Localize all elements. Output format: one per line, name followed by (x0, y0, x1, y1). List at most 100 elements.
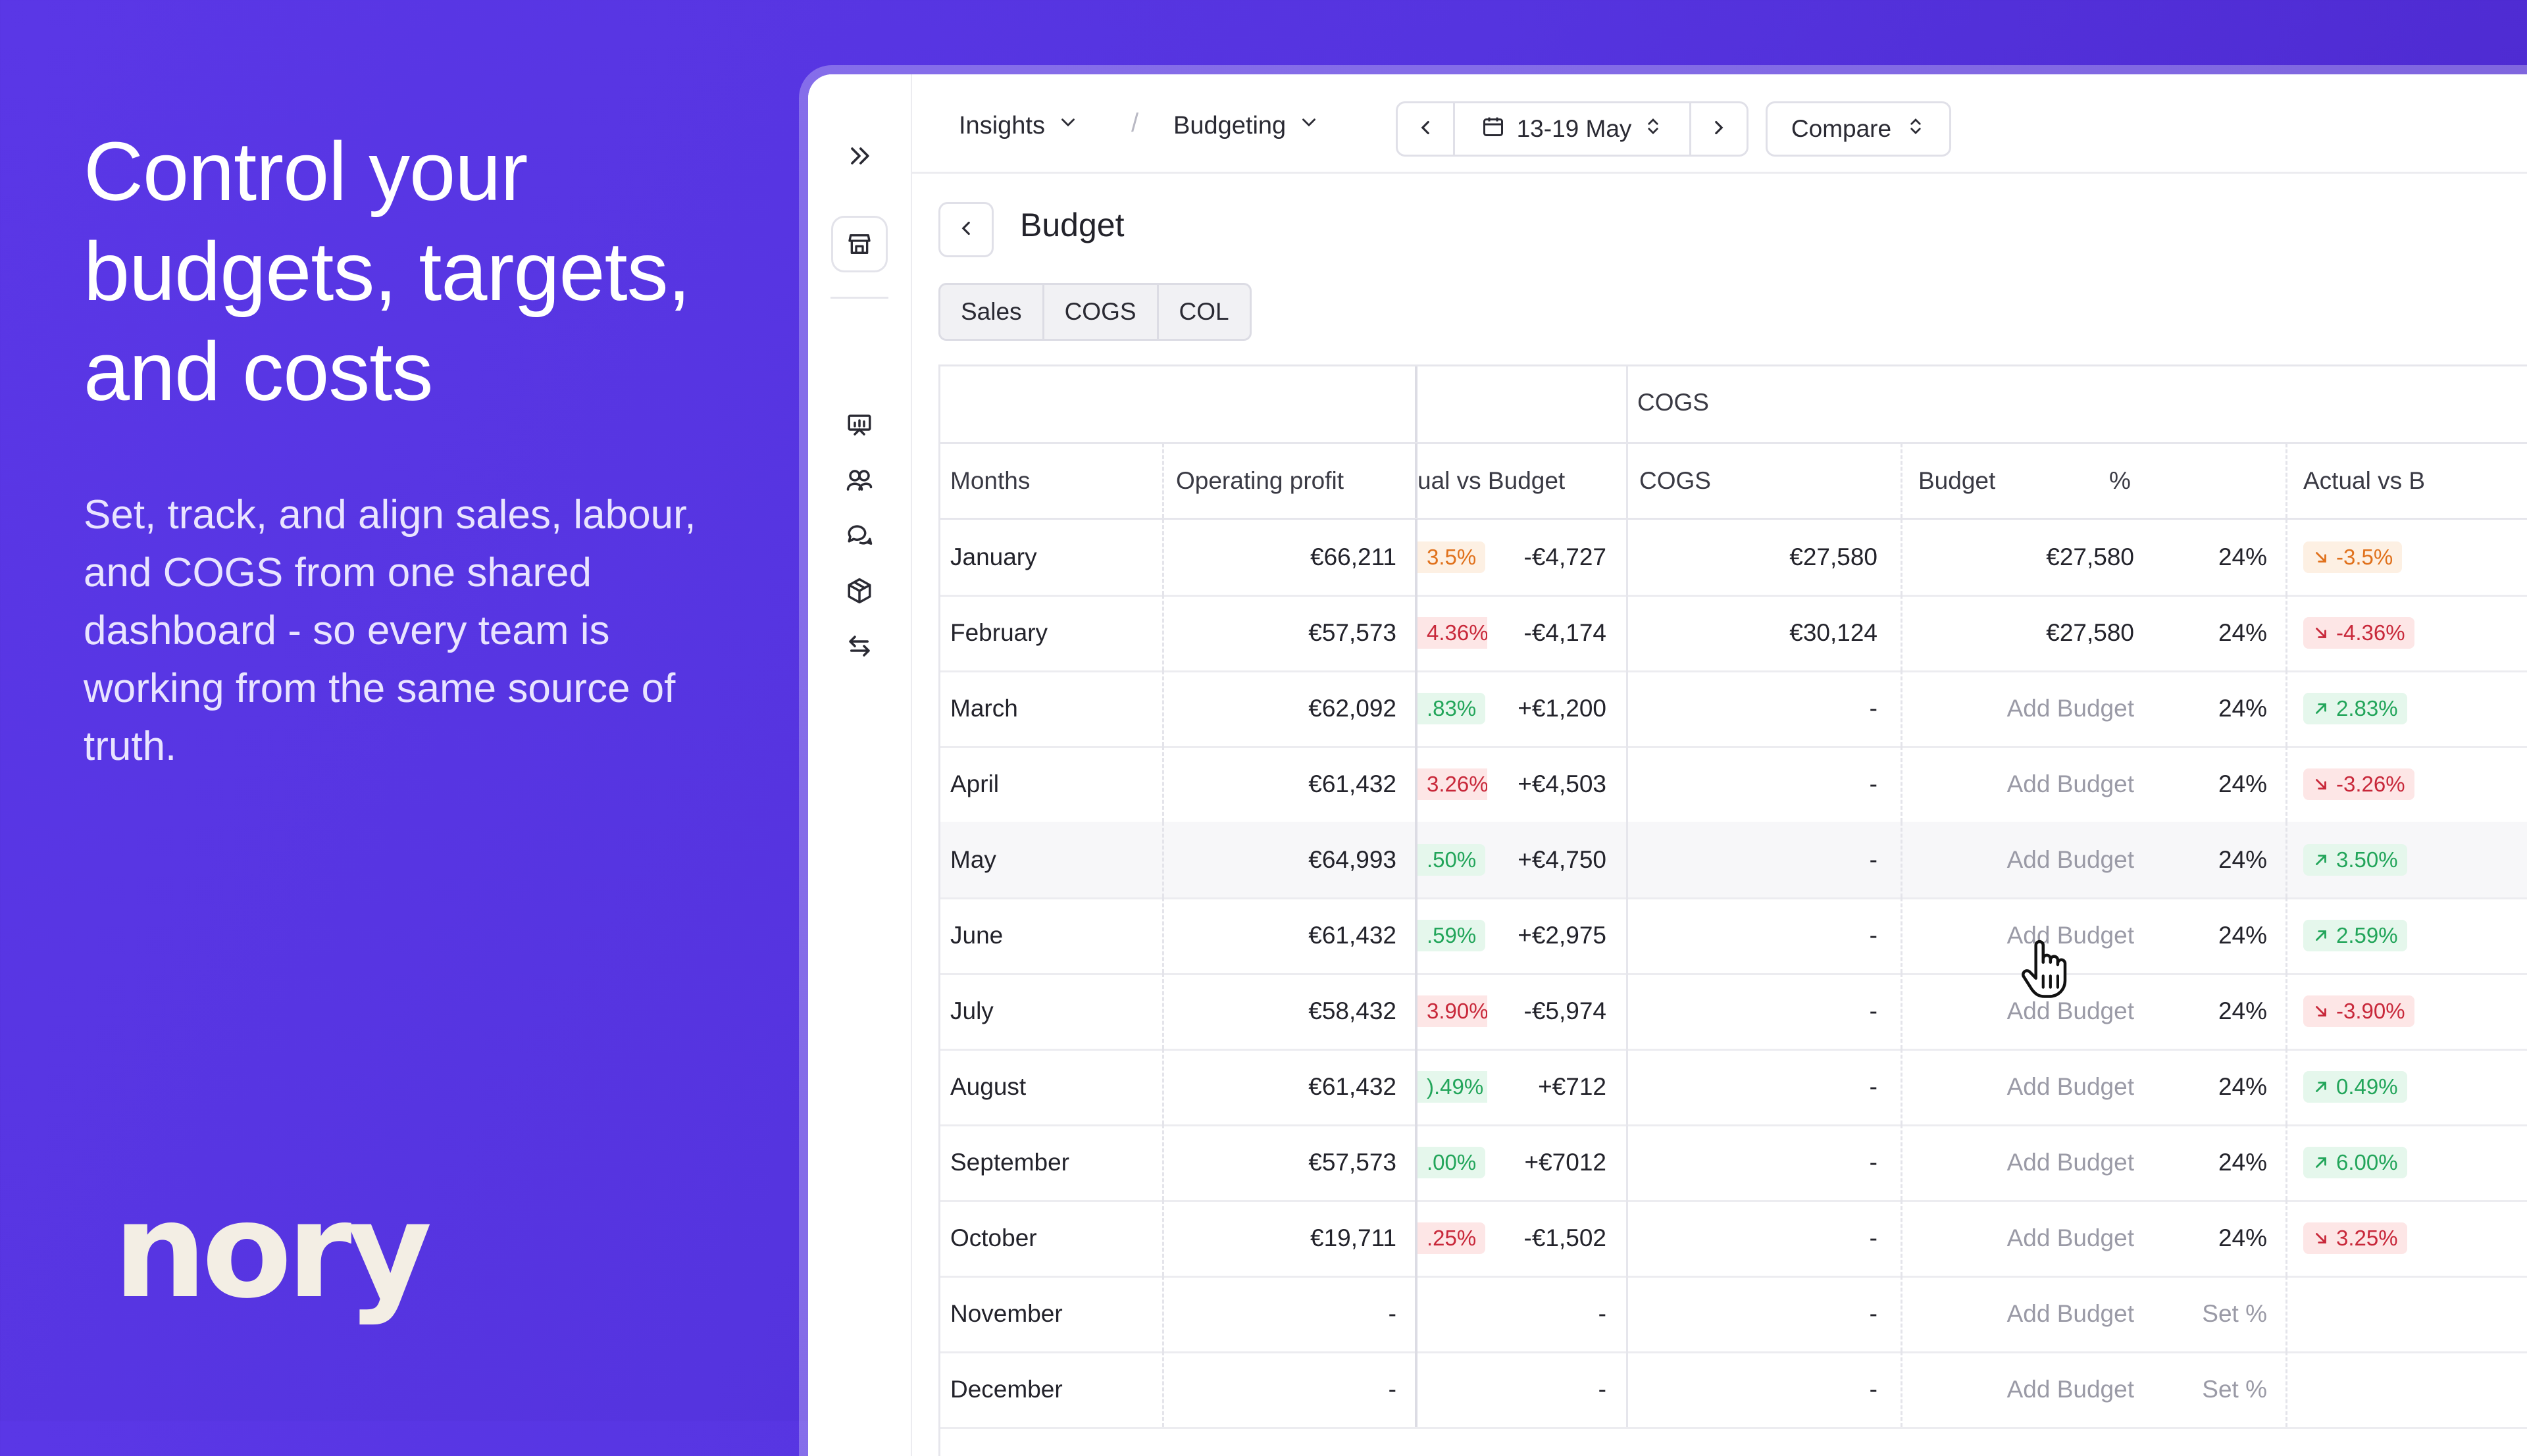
headline-line-1: Control your (84, 125, 528, 218)
users-icon[interactable] (846, 466, 873, 494)
cell-operating-profit: - (1162, 1276, 1415, 1351)
add-budget-button[interactable]: Add Budget (1901, 746, 2167, 822)
column-header-cogs[interactable]: COGS (1626, 443, 1901, 518)
variance-badge-label: .59% (1427, 922, 1477, 947)
arrow-down-right-icon (2312, 1003, 2330, 1020)
breadcrumb-insights[interactable]: Insights (959, 106, 1079, 145)
up-down-icon (1906, 115, 1926, 143)
add-budget-button[interactable]: Add Budget (1901, 1351, 2167, 1427)
column-header-budget[interactable]: Budget (1901, 443, 2167, 518)
variance-badge: 3.26% (1417, 768, 1487, 800)
up-down-icon (1643, 115, 1663, 143)
cell-actual-vs-budget-value: +€1,200 (1518, 694, 1606, 722)
arrow-up-right-icon (2312, 927, 2330, 944)
column-header-months[interactable]: Months (950, 466, 1031, 494)
cell-actual-vs-budget-value: +€4,503 (1518, 770, 1606, 797)
cell-month: January (950, 543, 1037, 570)
add-budget-button[interactable]: Add Budget (1901, 670, 2167, 746)
cell-actual-vs-budget-pct (1415, 1276, 1487, 1351)
cell-budget: €27,580 (1901, 595, 2167, 670)
package-icon[interactable] (846, 577, 873, 605)
cell-cogs: €30,124 (1626, 595, 1901, 670)
marketing-panel: Control your budgets, targets, and costs… (84, 122, 742, 776)
cell-actual-vs-budget-pct: ).49% (1415, 1049, 1487, 1124)
variance-badge-label: 2.83% (2336, 695, 2398, 720)
add-budget-button[interactable]: Add Budget (1901, 1276, 2167, 1351)
cell-cogs: €27,580 (1626, 519, 1901, 595)
add-budget-button[interactable]: Add Budget (1901, 897, 2167, 973)
arrow-down-right-icon (2312, 624, 2330, 641)
variance-badge-label: 3.90% (1427, 998, 1487, 1023)
table-row[interactable]: March €62,092 .83% +€1,200- Add Budget 24% 2.8… (940, 670, 2527, 748)
cell-month: October (950, 1224, 1037, 1251)
cell-actual-vs-budget-value: -€1,502 (1523, 1224, 1607, 1251)
cell-actual-vs-budget-pct: .59% (1415, 897, 1487, 973)
cell-cogs: - (1626, 822, 1901, 897)
column-header-actual-vs-budget[interactable]: ual vs Budget (1415, 443, 1626, 518)
cell-actual-vs-budget-2: -3.26% (2285, 746, 2457, 822)
table-row[interactable]: June €61,432 .59% +€2,975- Add Budget 24% 2.59… (940, 897, 2527, 975)
table-row[interactable]: September €57,573 .00% +€7012- Add Budget 24%… (940, 1124, 2527, 1202)
set-percent-button[interactable]: Set % (2202, 1299, 2267, 1327)
cell-percent: 24% (2218, 845, 2267, 873)
add-budget-button[interactable]: Add Budget (1901, 1049, 2167, 1124)
compare-select[interactable]: Compare (1766, 101, 1951, 157)
cell-operating-profit: €58,432 (1162, 973, 1415, 1049)
variance-badge-label: -3.5% (2336, 544, 2393, 569)
cell-actual-vs-budget-2: 3.25% (2285, 1200, 2457, 1276)
table-row[interactable]: May €64,993 .50% +€4,750- Add Budget 24% 3.50% (940, 822, 2527, 899)
cell-percent: 24% (2218, 997, 2267, 1024)
table-row[interactable]: November - - - Add Budget Set % (940, 1276, 2527, 1353)
variance-badge-label: 0.49% (2336, 1074, 2398, 1099)
table-row[interactable]: July €58,432 3.90% -€5,974- Add Budget 24% -3.… (940, 973, 2527, 1051)
presentation-icon[interactable] (846, 411, 873, 439)
back-button[interactable] (938, 202, 994, 257)
swap-icon[interactable] (846, 632, 873, 660)
breadcrumb-budgeting[interactable]: Budgeting (1173, 106, 1320, 145)
top-bar: Insights / Budgeting 13-19 May Compare (912, 74, 2527, 174)
variance-badge: 2.83% (2303, 692, 2407, 724)
variance-badge-label: .50% (1427, 847, 1477, 872)
add-budget-button[interactable]: Add Budget (1901, 1200, 2167, 1276)
previous-period-button[interactable] (1398, 103, 1453, 155)
arrow-up-right-icon (2312, 1078, 2330, 1095)
table-row[interactable]: February €57,573 4.36% -€4,174 €30,124 €27,58… (940, 595, 2527, 672)
tab-cogs[interactable]: COGS (1044, 285, 1159, 339)
tab-sales[interactable]: Sales (940, 285, 1044, 339)
add-budget-button[interactable]: Add Budget (1901, 1124, 2167, 1200)
cell-actual-vs-budget-pct: .25% (1415, 1200, 1487, 1276)
arrow-up-right-icon (2312, 851, 2330, 868)
column-header-actual-vs-budget-2[interactable]: Actual vs B (2285, 443, 2457, 518)
variance-badge: -3.26% (2303, 768, 2414, 800)
set-percent-button[interactable]: Set % (2202, 1375, 2267, 1403)
cell-actual-vs-budget-2 (2285, 1276, 2457, 1351)
cell-cogs: - (1626, 897, 1901, 973)
cell-operating-profit: €61,432 (1162, 897, 1415, 973)
tab-col[interactable]: COL (1179, 298, 1229, 325)
arrow-down-right-icon (2312, 1230, 2330, 1247)
variance-badge: .50% (1417, 843, 1486, 876)
column-header-operating-profit[interactable]: Operating profit (1162, 443, 1415, 518)
chat-icon[interactable] (846, 522, 873, 549)
table-row[interactable]: January €66,211 3.5% -€4,727 €27,580 €27,580 2… (940, 519, 2527, 597)
cell-actual-vs-budget-value: +€4,750 (1518, 845, 1606, 873)
table-row[interactable]: April €61,432 3.26% +€4,503- Add Budget 24% -3… (940, 746, 2527, 824)
table-row[interactable]: December - - - Add Budget Set % (940, 1351, 2527, 1429)
variance-badge-label: ).49% (1427, 1074, 1484, 1099)
table-row[interactable]: October €19,711 .25% -€1,502- Add Budget 24% 3… (940, 1200, 2527, 1278)
cell-operating-profit: €57,573 (1162, 1124, 1415, 1200)
store-button[interactable] (831, 216, 888, 272)
variance-badge: .25% (1417, 1222, 1486, 1254)
add-budget-button[interactable]: Add Budget (1901, 973, 2167, 1049)
variance-badge: 4.36% (1417, 616, 1487, 649)
variance-badge-label: 6.00% (2336, 1149, 2398, 1174)
variance-badge: 6.00% (2303, 1146, 2407, 1178)
date-range-select[interactable]: 13-19 May (1453, 103, 1691, 155)
add-budget-button[interactable]: Add Budget (1901, 822, 2167, 897)
expand-icon[interactable] (845, 141, 874, 170)
column-header-percent[interactable]: % (2109, 466, 2131, 494)
chevron-left-icon (1414, 116, 1437, 142)
table-row[interactable]: August €61,432).49% +€712- Add Budget 24% 0.4… (940, 1049, 2527, 1126)
next-period-button[interactable] (1691, 103, 1747, 155)
side-rail (808, 74, 912, 1456)
